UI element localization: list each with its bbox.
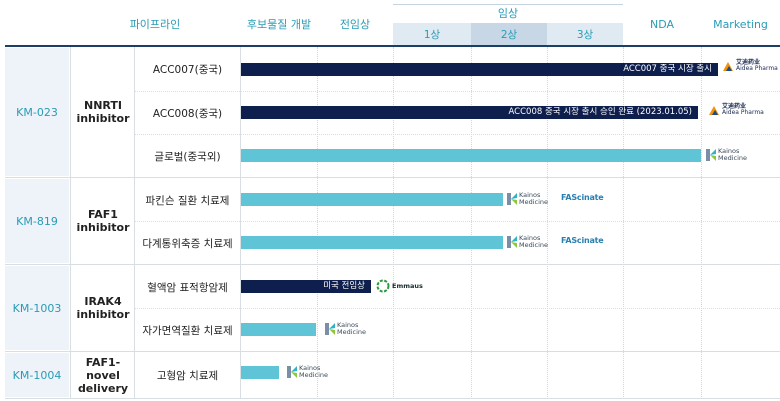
program-acc007: ACC007(중국) [152, 64, 223, 76]
program-solid-tumor: 고형암 치료제 [156, 369, 219, 382]
fascinate-logo-msa: FAScinate [561, 236, 604, 245]
kainos-line1: Kainos [519, 234, 541, 242]
header-preclinical: 전임상 [339, 18, 371, 31]
kainos-mark-icon [325, 322, 335, 335]
program-global: 글로벌(중국외) [154, 150, 221, 163]
clinical-top-line [393, 4, 623, 5]
fascinate-logo-parkinson: FAScinate [561, 193, 604, 202]
header-phase3: 3상 [547, 23, 623, 45]
kainos-logo-solid-tumor: Kainos Medicine [287, 365, 328, 378]
kainos-line2: Medicine [299, 370, 329, 379]
target-irak4: IRAK4 inhibitor [76, 295, 130, 321]
emmaus-logo: Emmaus [376, 279, 423, 293]
header-candidate: 후보물질 개발 [246, 18, 312, 31]
kainos-line2: Medicine [337, 327, 367, 336]
vsep-phase2 [547, 47, 548, 399]
vsep-target [134, 47, 135, 399]
kainos-logo-msa: Kainos Medicine [507, 235, 548, 248]
kainos-mark-icon [287, 365, 297, 378]
program-autoimmune: 자가면역질환 치료제 [142, 324, 233, 337]
aidea-logo-2: 艾迪药业 Aidea Pharma [708, 104, 764, 116]
emmaus-text: Emmaus [392, 282, 423, 290]
group-sep-2 [5, 264, 780, 265]
progress-bar-global [241, 149, 701, 162]
table-bottom [5, 398, 780, 399]
header-marketing: Marketing [713, 17, 768, 31]
progress-bar-autoimmune [241, 323, 316, 336]
kainos-line2: Medicine [718, 153, 748, 162]
progress-bar-parkinson [241, 193, 503, 206]
row-sep-3 [134, 221, 780, 222]
vsep-phase1 [471, 47, 472, 399]
header-platform: 파이프라인 [129, 18, 181, 31]
kainos-line2: Medicine [519, 197, 549, 206]
header-phase2: 2상 [471, 23, 547, 45]
row-sep-2 [134, 134, 780, 135]
aidea-en-text: Aidea Pharma [722, 109, 764, 116]
header-nda: NDA [649, 17, 675, 31]
kainos-logo-autoimmune: Kainos Medicine [325, 322, 366, 335]
kainos-logo-parkinson: Kainos Medicine [507, 192, 548, 205]
progress-bar-msa [241, 236, 503, 249]
aidea-logo: 艾迪药业 Aidea Pharma [722, 60, 778, 72]
target-faf1: FAF1 inhibitor [76, 208, 130, 234]
group-sep-3 [5, 351, 780, 352]
kainos-line1: Kainos [337, 321, 359, 329]
header-phase1: 1상 [393, 23, 471, 45]
program-acc008: ACC008(중국) [152, 107, 223, 120]
aidea-mark-icon [723, 62, 733, 71]
emmaus-mark-icon [376, 279, 390, 293]
program-blood-cancer: 혈액암 표적항암제 [147, 281, 228, 294]
code-km-1004: KM-1004 [5, 353, 69, 397]
fascinate-text: FAScinate [561, 193, 604, 202]
kainos-line1: Kainos [519, 191, 541, 199]
group-sep-1 [5, 177, 780, 178]
aidea-en-text: Aidea Pharma [736, 65, 778, 72]
code-km-1003: KM-1003 [5, 266, 69, 350]
kainos-mark-icon [507, 235, 517, 248]
aidea-cn-text: 艾迪药业 [722, 103, 747, 110]
kainos-mark-icon [507, 192, 517, 205]
progress-bar-blood-cancer: 미국 전임상 [241, 280, 371, 293]
kainos-line2: Medicine [519, 240, 549, 249]
kainos-line1: Kainos [299, 364, 321, 372]
progress-bar-acc008: ACC008 중국 시장 출시 승인 완료 (2023.01.05) [241, 106, 698, 119]
bar-label-acc007: ACC007 중국 시장 출시 [623, 64, 712, 74]
bar-label-acc008: ACC008 중국 시장 출시 승인 완료 (2023.01.05) [508, 107, 692, 117]
vsep-preclinical [393, 47, 394, 399]
program-msa: 다계통위축증 치료제 [142, 237, 233, 250]
row-sep-4 [134, 308, 780, 309]
aidea-mark-icon [709, 106, 719, 115]
header-divider [5, 45, 780, 47]
vsep-program [240, 47, 241, 399]
row-sep-1 [134, 91, 780, 92]
vsep-candidate [317, 47, 318, 399]
target-faf1-novel: FAF1-novel delivery [77, 355, 129, 395]
bar-label-blood-cancer: 미국 전임상 [323, 281, 365, 291]
kainos-logo-global: Kainos Medicine [706, 148, 747, 161]
aidea-cn-text: 艾迪药业 [736, 59, 761, 66]
target-nnrti: NNRTI inhibitor [76, 99, 130, 125]
program-parkinson: 파킨슨 질환 치료제 [145, 194, 230, 207]
kainos-line1: Kainos [718, 147, 740, 155]
vsep-nda [701, 47, 702, 399]
vsep-code [70, 47, 71, 399]
vsep-phase3 [623, 47, 624, 399]
progress-bar-acc007: ACC007 중국 시장 출시 [241, 63, 718, 76]
code-km-819: KM-819 [5, 179, 69, 263]
header-clinical: 임상 [497, 7, 519, 20]
fascinate-text: FAScinate [561, 236, 604, 245]
progress-bar-solid-tumor [241, 366, 279, 379]
kainos-mark-icon [706, 148, 716, 161]
code-km-023: KM-023 [5, 48, 69, 176]
